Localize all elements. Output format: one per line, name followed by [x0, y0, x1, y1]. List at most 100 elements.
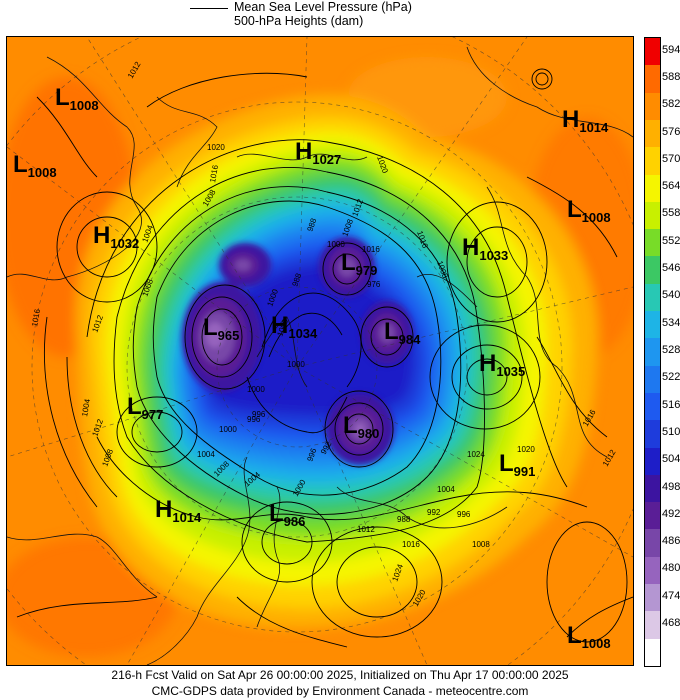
colorbar-label: 498	[662, 480, 680, 493]
low-pressure-center: L1008	[567, 622, 611, 651]
colorbar-swatch	[645, 502, 660, 530]
colorbar-label: 582	[662, 98, 680, 111]
pressure-center-letter: H	[93, 222, 110, 249]
colorbar-label: 516	[662, 398, 680, 411]
colorbar-swatch	[645, 338, 660, 367]
colorbar-label: 558	[662, 207, 680, 220]
legend-heights-label: 500-hPa Heights (dam)	[234, 14, 364, 28]
colorbar-swatch	[645, 229, 660, 257]
pressure-center-letter: H	[562, 106, 579, 133]
pressure-center-value: 1034	[288, 326, 318, 341]
colorbar-swatch	[645, 256, 660, 285]
colorbar-swatch	[645, 65, 660, 94]
pressure-center-value: 1035	[496, 364, 525, 379]
isobar-label: 1016	[402, 540, 420, 549]
isobar-label: 1000	[287, 360, 305, 369]
pressure-center-value: 1033	[479, 248, 508, 263]
colorbar-label: 480	[662, 562, 680, 575]
pressure-center-letter: L	[499, 450, 514, 477]
colorbar-label: 504	[662, 453, 680, 466]
pressure-center-letter: H	[155, 496, 172, 523]
isobar-label: 988	[305, 217, 318, 233]
pressure-center-letter: H	[462, 234, 479, 261]
colorbar-swatch	[645, 311, 660, 339]
pressure-center-value: 1008	[28, 165, 57, 180]
isobar-label: 996	[305, 447, 318, 463]
colorbar-swatch	[645, 638, 660, 667]
pressure-center-value: 1008	[582, 636, 611, 651]
colorbar-swatch	[645, 556, 660, 585]
colorbar-label: 588	[662, 70, 680, 83]
isobar-label: 1004	[197, 450, 215, 459]
pressure-center-value: 984	[399, 332, 421, 347]
pressure-center-value: 1014	[579, 120, 609, 135]
pressure-center-value: 965	[218, 328, 240, 343]
colorbar-swatch	[645, 365, 660, 394]
colorbar-label: 570	[662, 152, 680, 165]
isobar-label: 1004	[437, 485, 455, 494]
isobar-label: 1016	[208, 164, 220, 184]
colorbar-label: 468	[662, 617, 680, 630]
colorbar-label: 522	[662, 371, 680, 384]
colorbar-swatch	[645, 92, 660, 121]
low-pressure-center: L1008	[567, 196, 611, 225]
colorbar-label: 534	[662, 316, 680, 329]
colorbar-swatch	[645, 529, 660, 558]
isobar-legend-line	[190, 8, 228, 9]
isobar-label: 1016	[30, 308, 42, 328]
high-pressure-center: H1035	[479, 350, 525, 379]
colorbar-label: 576	[662, 125, 680, 138]
pressure-center-letter: H	[479, 350, 496, 377]
high-pressure-center: H1034	[271, 312, 318, 341]
isobar-label: 996	[252, 410, 266, 419]
coastlines	[7, 46, 633, 665]
pressure-center-letter: L	[567, 622, 582, 649]
data-credit-text: CMC-GDPS data provided by Environment Ca…	[151, 684, 529, 698]
isobars	[16, 68, 633, 648]
pressure-center-letter: H	[295, 138, 312, 165]
colorbar-swatch	[645, 147, 660, 175]
colorbar-swatch	[645, 38, 660, 66]
high-pressure-center: H1014	[155, 496, 202, 525]
colorbar-label: 474	[662, 589, 680, 602]
isobar-label: 976	[367, 280, 381, 289]
high-pressure-center: H1027	[295, 138, 341, 167]
pressure-center-letter: L	[567, 196, 582, 223]
colorbar-label: 540	[662, 289, 680, 302]
isobar-label: 1024	[467, 450, 485, 459]
forecast-map: L1008 L1008 H1032 H1027 L979 L965 H1034 L984 H10…	[6, 36, 634, 666]
isobar-label: 992	[427, 508, 441, 517]
pressure-center-letter: L	[384, 318, 399, 345]
pressure-center-value: 1014	[172, 510, 202, 525]
colorbar-label: 564	[662, 180, 680, 193]
pressure-center-value: 1032	[110, 236, 139, 251]
high-pressure-center: H1014	[562, 106, 609, 135]
pressure-center-value: 1027	[312, 152, 341, 167]
pressure-center-letter: L	[13, 151, 28, 178]
colorbar-label: 546	[662, 262, 680, 275]
colorbar-label: 552	[662, 234, 680, 247]
pressure-center-value: 977	[142, 407, 164, 422]
low-pressure-center: L980	[343, 412, 379, 441]
colorbar-swatch	[645, 174, 660, 203]
isobar-label: 996	[247, 415, 261, 424]
isobar-label: 1020	[207, 143, 225, 152]
colorbar-label: 528	[662, 344, 680, 356]
pressure-center-value: 1008	[70, 98, 99, 113]
pressure-center-letter: H	[271, 312, 288, 339]
pressure-center-value: 991	[514, 464, 536, 479]
pressure-center-letter: L	[269, 500, 284, 527]
colorbar-swatch	[645, 584, 660, 612]
isobar-label: 988	[290, 272, 303, 288]
isobar-label: 1008	[472, 540, 490, 549]
low-pressure-center: L986	[269, 500, 305, 529]
isobar-label: 996	[457, 510, 471, 519]
isobar-label: 1000	[327, 240, 345, 249]
pressure-center-letter: L	[341, 249, 356, 276]
pressure-center-letter: L	[127, 393, 142, 420]
pressure-center-value: 980	[358, 426, 380, 441]
low-pressure-center: L1008	[13, 151, 57, 180]
pressure-center-value: 1008	[582, 210, 611, 225]
